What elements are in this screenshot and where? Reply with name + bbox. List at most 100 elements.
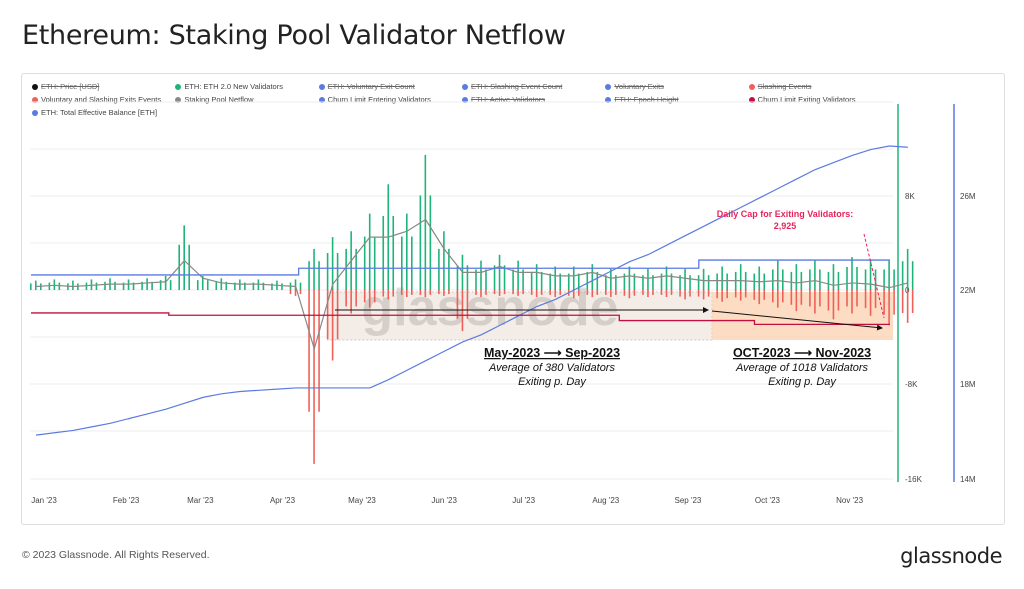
legend-item[interactable]: Slashing Events	[748, 82, 892, 91]
bar	[485, 269, 487, 290]
bar	[851, 257, 853, 290]
bar	[299, 282, 302, 290]
x-tick-label: May '23	[348, 496, 376, 505]
bar	[819, 269, 821, 290]
bar	[869, 290, 872, 316]
bar	[837, 271, 840, 290]
bar	[633, 273, 636, 290]
period1-label: May-2023 ⟶ Sep-2023	[484, 346, 620, 360]
bar	[493, 290, 496, 295]
legend-item[interactable]: Churn Limit Exiting Validators	[748, 95, 892, 104]
bar	[475, 269, 477, 290]
bar	[466, 290, 469, 319]
bar	[530, 271, 533, 290]
bar	[498, 290, 501, 296]
period1-text: Average of 380 Validators	[488, 362, 615, 374]
bar	[336, 252, 339, 290]
bar	[795, 290, 798, 312]
legend-item[interactable]: ETH: Slashing Event Count	[461, 82, 605, 91]
bar	[382, 215, 385, 290]
legend-item[interactable]: ETH: Active Validators	[461, 95, 605, 104]
y-right-tick-label: 18M	[960, 380, 976, 389]
bar	[540, 290, 543, 295]
legend-label: ETH: ETH 2.0 New Validators	[184, 82, 283, 91]
churn-entering-line	[31, 259, 890, 276]
bar	[448, 290, 450, 295]
bar	[652, 290, 654, 295]
legend-item[interactable]: Voluntary and Slashing Exits Events	[32, 95, 175, 104]
chart-frame	[21, 73, 1005, 525]
legend-dot-icon	[461, 96, 468, 103]
bar	[480, 290, 482, 298]
legend-label: Staking Pool Netflow	[184, 95, 254, 104]
legend-item[interactable]: ETH: Total Effective Balance [ETH]	[32, 108, 175, 117]
bar	[652, 275, 654, 290]
glassnode-logo: glassnode	[900, 544, 1002, 568]
period2-label: OCT-2023 ⟶ Nov-2023	[733, 346, 871, 360]
bar	[623, 273, 626, 290]
x-tick-label: Apr '23	[270, 496, 296, 505]
cap-annotation: Daily Cap for Exiting Validators:	[717, 209, 854, 219]
bar	[901, 261, 904, 290]
total-effective-balance-line	[35, 145, 908, 436]
bar	[777, 290, 779, 308]
bar	[554, 290, 556, 298]
bar	[308, 261, 310, 290]
bar	[85, 282, 88, 290]
bar	[874, 290, 877, 309]
legend-item[interactable]: Voluntary Exits	[605, 82, 748, 91]
bar	[289, 290, 292, 295]
bar	[535, 264, 538, 290]
bar	[739, 264, 742, 290]
bar	[141, 281, 143, 290]
bar	[382, 290, 385, 297]
bar	[819, 290, 821, 307]
bar	[549, 290, 551, 295]
bar	[739, 290, 742, 301]
legend-dot-icon	[461, 83, 468, 90]
bar	[628, 266, 631, 290]
bar	[615, 275, 617, 290]
bar	[72, 280, 74, 290]
bar	[188, 244, 190, 290]
legend-dot-icon	[175, 83, 182, 90]
legend-label: ETH: Price [USD]	[41, 82, 100, 91]
bar	[503, 290, 506, 295]
legend-item[interactable]: ETH: ETH 2.0 New Validators	[175, 82, 318, 91]
bar	[151, 281, 153, 290]
bar	[535, 290, 538, 298]
bar	[586, 290, 589, 295]
bar	[679, 290, 681, 297]
bar	[503, 265, 506, 290]
bar	[429, 195, 432, 290]
arrow-icon	[711, 310, 883, 331]
bar	[331, 237, 334, 290]
x-tick-label: Feb '23	[113, 496, 140, 505]
bar	[498, 254, 501, 290]
legend-item[interactable]: ETH: Epoch Height	[605, 95, 748, 104]
bar	[517, 290, 519, 296]
bar	[522, 290, 524, 295]
y-left-tick-label: -16K	[905, 475, 923, 484]
bar	[419, 290, 422, 295]
bar	[387, 290, 390, 300]
bar	[697, 275, 700, 290]
legend-item[interactable]: ETH: Voluntary Exit Count	[318, 82, 462, 91]
bar	[411, 236, 413, 290]
bar	[660, 290, 663, 295]
y-right-tick-label: 22M	[960, 286, 976, 295]
bar	[220, 278, 223, 290]
legend-label: ETH: Epoch Height	[614, 95, 679, 104]
bar	[368, 213, 371, 290]
bar	[294, 290, 297, 296]
bar	[183, 225, 185, 290]
bar	[856, 290, 858, 307]
bar	[707, 290, 710, 297]
bar	[888, 260, 890, 290]
bar	[392, 290, 395, 297]
bar	[716, 290, 718, 299]
legend-item[interactable]: Churn Limit Entering Validators	[318, 95, 462, 104]
bar	[114, 281, 116, 290]
legend-item[interactable]: Staking Pool Netflow	[175, 95, 318, 104]
legend-item[interactable]: ETH: Price [USD]	[32, 82, 175, 91]
